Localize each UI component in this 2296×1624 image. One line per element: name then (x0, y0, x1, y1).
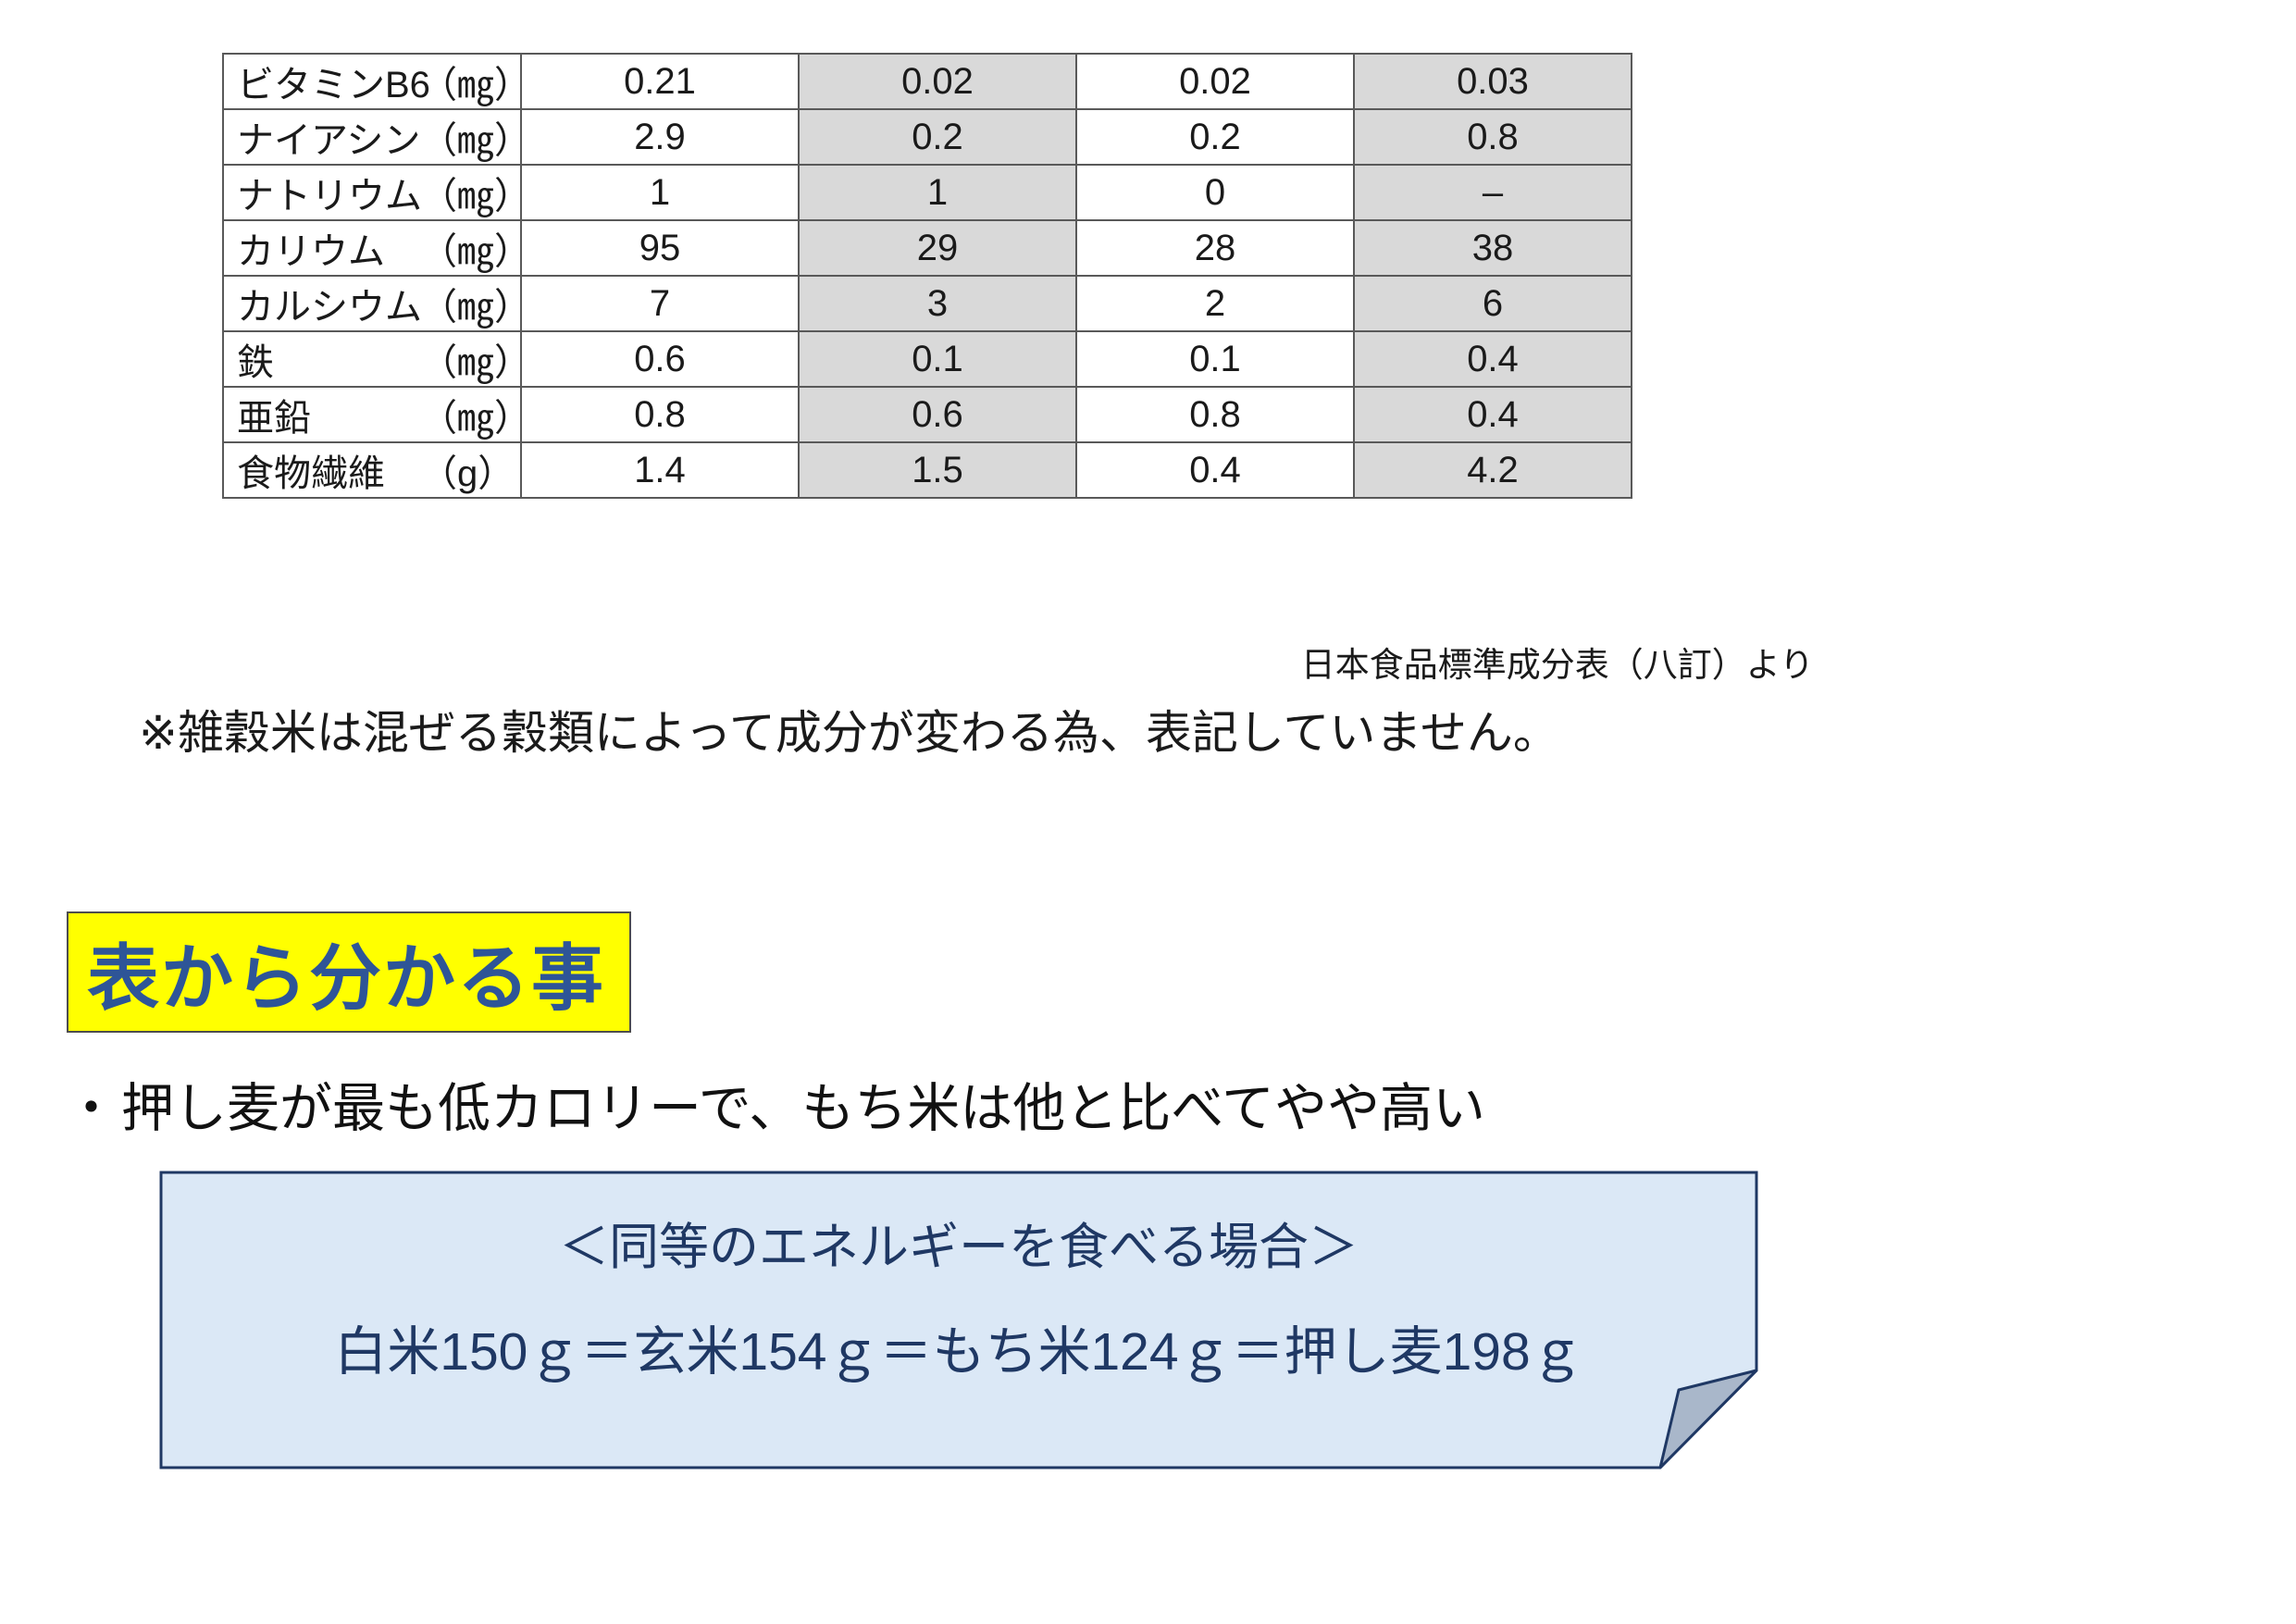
nutrition-table-body: ビタミンB6 （㎎） 0.21 0.02 0.02 0.03 ナイアシン （㎎） 2.9 0.2 0… (222, 53, 1632, 499)
table-row: カリウム （㎎） 95 29 28 38 (222, 219, 1632, 277)
value-cell: 95 (520, 219, 800, 277)
value-cell: 1 (798, 164, 1077, 221)
callout-title: ＜同等のエネルギーを食べる場合＞ (559, 1220, 1359, 1275)
value-cell: 0.8 (1353, 108, 1632, 166)
row-label-cell: カルシウム （㎎） (222, 275, 531, 332)
nutrient-unit: （㎎） (420, 65, 531, 105)
value-cell: 0.02 (798, 53, 1077, 110)
value-cell: 0 (1075, 164, 1355, 221)
footnote-text: ※雑穀米は混ぜる穀類によって成分が変わる為、表記していません。 (139, 707, 1559, 759)
nutrient-name: ナトリウム (237, 176, 422, 217)
value-cell: 4.2 (1353, 441, 1632, 499)
table-row: ビタミンB6 （㎎） 0.21 0.02 0.02 0.03 (222, 53, 1632, 110)
value-cell: 0.2 (798, 108, 1077, 166)
nutrient-name: 鉄 (237, 342, 274, 383)
nutrient-name: ビタミンB6 (237, 65, 430, 105)
bullet-marker-icon: ・ (65, 1079, 118, 1138)
callout-body: 白米150ｇ＝玄米154ｇ＝もち米124ｇ＝押し麦198ｇ (334, 1322, 1583, 1382)
nutrient-unit: （㎎） (420, 398, 531, 439)
nutrient-name: ナイアシン (237, 120, 421, 161)
section-heading-text: 表から分かる事 (87, 936, 606, 1019)
value-cell: 0.03 (1353, 53, 1632, 110)
nutrition-table: ビタミンB6 （㎎） 0.21 0.02 0.02 0.03 ナイアシン （㎎） 2.9 0.2 0… (222, 53, 1632, 499)
value-cell: 1.4 (520, 441, 800, 499)
table-row: ナイアシン （㎎） 2.9 0.2 0.2 0.8 (222, 108, 1632, 166)
value-cell: 0.4 (1353, 386, 1632, 443)
row-label-cell: ナトリウム （㎎） (222, 164, 531, 221)
nutrient-unit: （㎎） (420, 176, 531, 217)
row-label-cell: ビタミンB6 （㎎） (222, 53, 531, 110)
value-cell: 6 (1353, 275, 1632, 332)
nutrient-name: カルシウム (237, 287, 422, 328)
table-row: 亜鉛 （㎎） 0.8 0.6 0.8 0.4 (222, 386, 1632, 443)
bullet-item: ・ 押し麦が最も低カロリーで、もち米は他と比べてやや高い (65, 1066, 1485, 1142)
value-cell: 0.8 (1075, 386, 1355, 443)
value-cell: 0.4 (1075, 441, 1355, 499)
table-row: 鉄（㎎） 0.6 0.1 0.1 0.4 (222, 330, 1632, 388)
table-source-citation: 日本食品標準成分表（八訂）より (1300, 646, 1814, 684)
value-cell: 0.1 (1075, 330, 1355, 388)
value-cell: 7 (520, 275, 800, 332)
row-label-cell: 食物繊維 （g） (222, 441, 522, 499)
table-row: カルシウム （㎎） 7 3 2 6 (222, 275, 1632, 332)
folded-corner-flap-icon (1658, 1369, 1758, 1469)
value-cell: 0.4 (1353, 330, 1632, 388)
value-cell: 0.1 (798, 330, 1077, 388)
value-cell: 1 (520, 164, 800, 221)
row-label-cell: 亜鉛 （㎎） (222, 386, 531, 443)
bullet-text: 押し麦が最も低カロリーで、もち米は他と比べてやや高い (121, 1079, 1486, 1138)
nutrient-unit: （㎎） (420, 287, 531, 328)
value-cell: 0.02 (1075, 53, 1355, 110)
energy-callout-box: ＜同等のエネルギーを食べる場合＞ 白米150ｇ＝玄米154ｇ＝もち米124ｇ＝押… (159, 1171, 1758, 1469)
nutrient-name: 亜鉛 (237, 398, 311, 439)
folded-corner-shape (159, 1171, 1758, 1469)
row-label-cell: 鉄 （㎎） (222, 330, 531, 388)
value-cell: 2.9 (520, 108, 800, 166)
value-cell: – (1353, 164, 1632, 221)
value-cell: 0.8 (520, 386, 800, 443)
nutrient-unit: （㎎） (420, 231, 531, 272)
table-row: ナトリウム （㎎） 1 1 0– (222, 164, 1632, 221)
value-cell: 0.6 (798, 386, 1077, 443)
row-label-cell: ナイアシン （㎎） (222, 108, 531, 166)
value-cell: 29 (798, 219, 1077, 277)
nutrient-unit: （㎎） (420, 120, 531, 161)
value-cell: 0.6 (520, 330, 800, 388)
value-cell: 3 (798, 275, 1077, 332)
nutrient-unit: （g） (420, 453, 515, 494)
section-heading-highlight: 表から分かる事 (67, 911, 632, 1033)
value-cell: 0.2 (1075, 108, 1355, 166)
table-row: 食物繊維 （g） 1.4 1.5 0.4 4.2 (222, 441, 1632, 499)
value-cell: 38 (1353, 219, 1632, 277)
value-cell: 1.5 (798, 441, 1077, 499)
row-label-cell: カリウム （㎎） (222, 219, 531, 277)
value-cell: 2 (1075, 275, 1355, 332)
nutrient-name: 食物繊維 (237, 453, 385, 494)
nutrient-name: カリウム (237, 231, 385, 272)
value-cell: 28 (1075, 219, 1355, 277)
nutrient-unit: （㎎） (420, 342, 531, 383)
value-cell: 0.21 (520, 53, 800, 110)
